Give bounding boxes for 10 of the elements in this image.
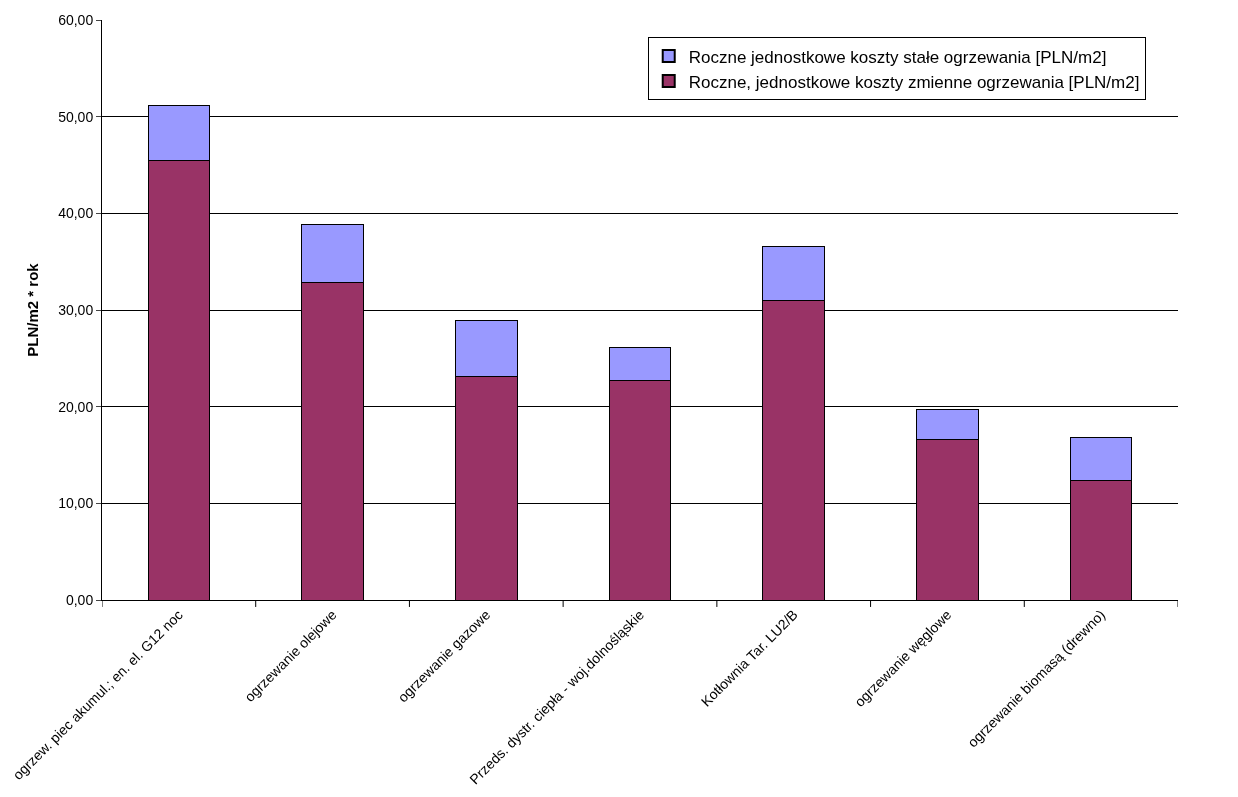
y-tick-label: 0,00 [65, 591, 94, 608]
y-tick-label: 50,00 [58, 108, 94, 125]
y-tick-label: 30,00 [58, 301, 94, 318]
y-tick-label: 10,00 [58, 495, 94, 512]
y-tick-label: 40,00 [58, 205, 94, 222]
y-axis-title: PLN/m2 * rok [24, 262, 42, 357]
y-tick-label: 60,00 [58, 11, 94, 28]
legend-label: Roczne, jednostkowe koszty zmienne ogrzewania [PLN/m2] [688, 72, 1140, 92]
y-tick-label: 20,00 [58, 398, 94, 415]
legend-label: Roczne jednostkowe koszty stałe ogrzewania [PLN/m2] [688, 47, 1107, 67]
